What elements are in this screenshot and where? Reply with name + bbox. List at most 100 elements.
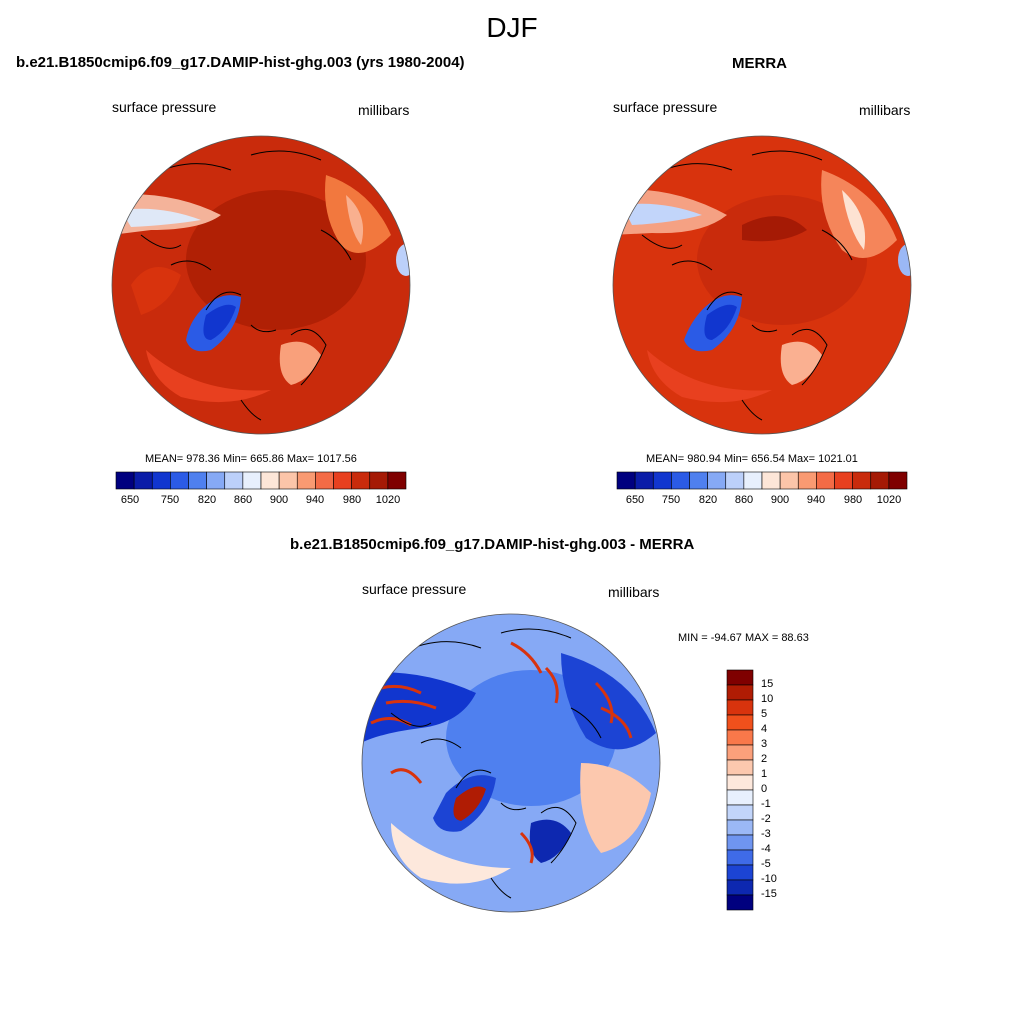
diff-colorbar [726, 669, 754, 911]
page-title: DJF [486, 12, 538, 43]
model-andes-field [396, 244, 410, 276]
diff-positive-anomaly-streaks [370, 641, 633, 864]
diff-colorbar-label: 3 [761, 738, 768, 750]
diff-colorbar-swatch [726, 774, 754, 791]
model-colorbar-label: 860 [233, 494, 253, 506]
obs-colorbar-swatch [816, 471, 835, 490]
obs-greenland-core-field [704, 304, 737, 340]
model-colorbar [115, 471, 407, 490]
model-colorbar-swatch [387, 471, 407, 490]
model-asia-field [131, 267, 181, 315]
model-colorbar-swatch [351, 471, 371, 490]
diff-map-border [361, 613, 661, 913]
obs-siberian-high-field [742, 216, 807, 242]
obs-colorbar-label: 900 [770, 494, 790, 506]
obs-colorbar-swatch [725, 471, 745, 490]
obs-colorbar-swatch [761, 471, 781, 490]
obs-rockies-high-field [842, 190, 866, 250]
obs-colorbar-swatch [634, 471, 654, 490]
model-colorbar-swatch [315, 471, 334, 490]
obs-colorbar-label: 820 [698, 494, 718, 506]
model-colorbar-label: 1020 [375, 494, 401, 506]
model-colorbar-label: 650 [120, 494, 140, 506]
model-colorbar-label: 980 [342, 494, 362, 506]
model-panel-title: b.e21.B1850cmip6.f09_g17.DAMIP-hist-ghg.… [16, 54, 465, 71]
obs-colorbar-label: 650 [625, 494, 645, 506]
model-colorbar-swatch [224, 471, 244, 490]
model-colorbar-swatch [242, 471, 262, 490]
obs-stats: MEAN= 980.94 Min= 656.54 Max= 1021.01 [646, 453, 858, 465]
model-colorbar-swatch [206, 471, 226, 490]
diff-atlantic-field [391, 823, 511, 884]
obs-scandinavia-field [780, 341, 822, 385]
diff-colorbar-label: -2 [761, 813, 771, 825]
diff-colorbar-swatch [726, 729, 754, 746]
diff-colorbar-swatch [726, 789, 754, 806]
obs-colorbar-swatch [834, 471, 853, 490]
obs-colorbar-swatch [797, 471, 817, 490]
model-coastlines [140, 150, 352, 421]
obs-tibet-field [622, 203, 702, 225]
model-units-label: millibars [358, 102, 410, 118]
obs-colorbar-swatch [870, 471, 890, 490]
model-map-border [111, 135, 411, 435]
model-rockies-high-field [346, 195, 364, 245]
diff-colorbar-label: 5 [761, 708, 768, 720]
model-colorbar-swatch [260, 471, 280, 490]
model-colorbar-label: 820 [197, 494, 217, 506]
diff-siberia-field [362, 672, 476, 743]
obs-colorbar-swatch [888, 471, 908, 490]
model-colorbar-label: 900 [269, 494, 289, 506]
obs-map-border [612, 135, 912, 435]
diff-colorbar-swatch [726, 819, 754, 836]
model-colorbar-swatch [333, 471, 352, 490]
obs-colorbar-swatch [743, 471, 763, 490]
diff-scandinavia-field [529, 819, 571, 863]
diff-colorbar-label: -10 [761, 873, 777, 885]
obs-colorbar-label: 940 [806, 494, 826, 506]
diff-europe-field [580, 763, 651, 853]
diff-colorbar-label: 15 [761, 678, 774, 690]
obs-colorbar-label: 1020 [876, 494, 902, 506]
obs-colorbar-swatch [616, 471, 636, 490]
model-colorbar-swatch [170, 471, 189, 490]
diff-greenland-core-field [453, 786, 486, 821]
obs-panel-title: MERRA [732, 55, 787, 72]
model-colorbar-label: 940 [305, 494, 325, 506]
diff-colorbar-label: 0 [761, 783, 768, 795]
obs-variable-label: surface pressure [613, 99, 718, 115]
diff-colorbar-swatch [726, 759, 754, 776]
diff-colorbar-swatch [726, 834, 754, 851]
diff-colorbar-swatch [726, 669, 754, 686]
obs-colorbar-swatch [852, 471, 872, 490]
obs-coastlines [641, 150, 853, 421]
diff-colorbar-swatch [726, 714, 754, 731]
diff-colorbar-swatch [726, 804, 754, 821]
model-tibet-field [121, 208, 201, 227]
model-variable-label: surface pressure [112, 99, 217, 115]
diff-colorbar-label: -15 [761, 888, 777, 900]
obs-colorbar-label: 860 [734, 494, 754, 506]
diff-polar-map [361, 613, 661, 913]
diff-colorbar-swatch [726, 699, 754, 716]
diff-stats: MIN = -94.67 MAX = 88.63 [678, 632, 809, 644]
model-greenland-core-field [203, 304, 236, 340]
diff-colorbar-label: 1 [761, 768, 768, 780]
obs-atlantic-field [647, 350, 772, 403]
model-scandinavia-field [279, 341, 321, 385]
obs-andes-field [898, 244, 911, 276]
obs-colorbar-label: 750 [661, 494, 681, 506]
model-colorbar-swatch [151, 471, 171, 490]
model-polar-map [111, 135, 411, 435]
diff-colorbar-label: -5 [761, 858, 771, 870]
obs-colorbar-label: 980 [843, 494, 863, 506]
obs-arctic-basin-field [697, 195, 867, 325]
diff-colorbar-swatch [726, 849, 754, 866]
model-colorbar-swatch [296, 471, 316, 490]
model-colorbar-swatch [278, 471, 298, 490]
diff-colorbar-swatch [726, 894, 754, 911]
model-arctic-basin-field [186, 190, 366, 330]
model-colorbar-label: 750 [160, 494, 180, 506]
obs-polar-map [612, 135, 912, 435]
model-colorbar-swatch [369, 471, 389, 490]
